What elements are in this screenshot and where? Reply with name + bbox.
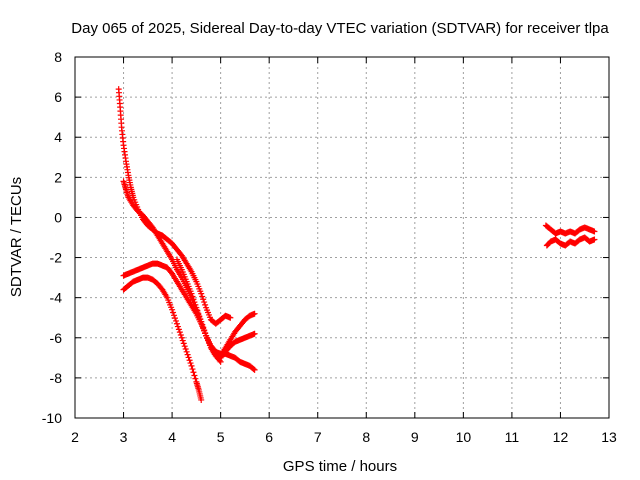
y-tick-label: -8 xyxy=(50,370,63,386)
data-point xyxy=(198,290,205,297)
y-axis-label: SDTVAR / TECUs xyxy=(8,177,25,297)
data-point xyxy=(200,324,207,331)
data-point xyxy=(251,366,258,373)
data-point xyxy=(186,357,193,364)
data-point xyxy=(178,334,185,341)
data-point xyxy=(192,375,199,382)
x-tick-label: 11 xyxy=(505,429,520,445)
x-tick-label: 2 xyxy=(71,429,79,445)
data-point xyxy=(170,309,177,316)
data-point xyxy=(202,301,209,308)
y-tick-label: 6 xyxy=(54,89,62,105)
data-point xyxy=(227,314,234,321)
y-tick-label: -4 xyxy=(50,290,63,306)
y-tick-label: -6 xyxy=(50,330,63,346)
data-point xyxy=(198,396,205,403)
data-point xyxy=(202,329,209,336)
data-point xyxy=(199,321,206,328)
series-arc-g-upper xyxy=(542,222,598,237)
y-axis-ticks: -10 -8 -6 -4 -2 0 2 4 6 8 xyxy=(42,49,609,426)
plot-frame xyxy=(74,56,610,419)
data-point xyxy=(177,331,184,338)
data-series xyxy=(115,86,598,403)
chart-title: Day 065 of 2025, Sidereal Day-to-day VTE… xyxy=(71,20,609,37)
data-point xyxy=(187,360,194,367)
x-tick-label: 12 xyxy=(553,429,569,445)
x-axis-label: GPS time / hours xyxy=(283,458,397,475)
x-tick-label: 3 xyxy=(120,429,128,445)
y-tick-label: 8 xyxy=(54,49,62,65)
data-point xyxy=(179,337,186,344)
data-point xyxy=(191,372,198,379)
data-point xyxy=(182,346,189,353)
data-point xyxy=(201,299,208,306)
data-point xyxy=(176,329,183,336)
y-tick-label: -10 xyxy=(42,410,62,426)
x-tick-label: 9 xyxy=(411,429,419,445)
data-point xyxy=(196,313,203,320)
y-tick-label: 0 xyxy=(54,209,62,225)
data-point xyxy=(189,366,196,373)
x-tick-label: 8 xyxy=(362,429,370,445)
grid-lines xyxy=(75,57,609,418)
data-point xyxy=(171,312,178,319)
data-point xyxy=(201,327,208,334)
data-point xyxy=(251,310,258,317)
data-point xyxy=(197,315,204,322)
data-point xyxy=(174,323,181,330)
plot-border xyxy=(74,56,610,419)
data-point xyxy=(200,296,207,303)
series-arc-f xyxy=(217,310,258,359)
data-point xyxy=(188,362,195,369)
data-point xyxy=(180,340,187,347)
data-point xyxy=(169,306,176,313)
x-tick-label: 13 xyxy=(601,429,617,445)
y-tick-label: 2 xyxy=(54,169,62,185)
x-tick-label: 10 xyxy=(456,429,472,445)
series-arc-d xyxy=(120,274,205,403)
data-point xyxy=(190,296,197,303)
data-point xyxy=(181,343,188,350)
data-point xyxy=(194,307,201,314)
y-tick-label: 4 xyxy=(54,129,62,145)
series-arc-g-lower xyxy=(543,234,598,249)
data-point xyxy=(175,326,182,333)
data-point xyxy=(185,354,192,361)
data-point xyxy=(188,290,195,297)
series-arc-b xyxy=(120,178,224,365)
data-point xyxy=(190,369,197,376)
x-tick-label: 5 xyxy=(217,429,225,445)
x-tick-label: 6 xyxy=(265,429,273,445)
data-point xyxy=(193,304,200,311)
x-tick-label: 7 xyxy=(314,429,322,445)
data-point xyxy=(591,228,598,235)
data-point xyxy=(250,366,257,373)
series-arc-e xyxy=(173,256,258,361)
data-point xyxy=(189,293,196,300)
data-point xyxy=(198,318,205,325)
data-point xyxy=(184,351,191,358)
data-point xyxy=(173,320,180,327)
data-point xyxy=(192,301,199,308)
y-tick-label: -2 xyxy=(50,250,63,266)
data-point xyxy=(172,315,179,322)
data-point xyxy=(195,310,202,317)
x-axis-ticks: 2 3 4 5 6 7 8 9 10 11 12 13 xyxy=(71,57,617,445)
data-point xyxy=(251,330,258,337)
data-point xyxy=(183,348,190,355)
x-tick-label: 4 xyxy=(168,429,176,445)
data-point xyxy=(172,317,179,324)
data-point xyxy=(191,299,198,306)
data-point xyxy=(591,236,598,243)
data-point xyxy=(199,293,206,300)
